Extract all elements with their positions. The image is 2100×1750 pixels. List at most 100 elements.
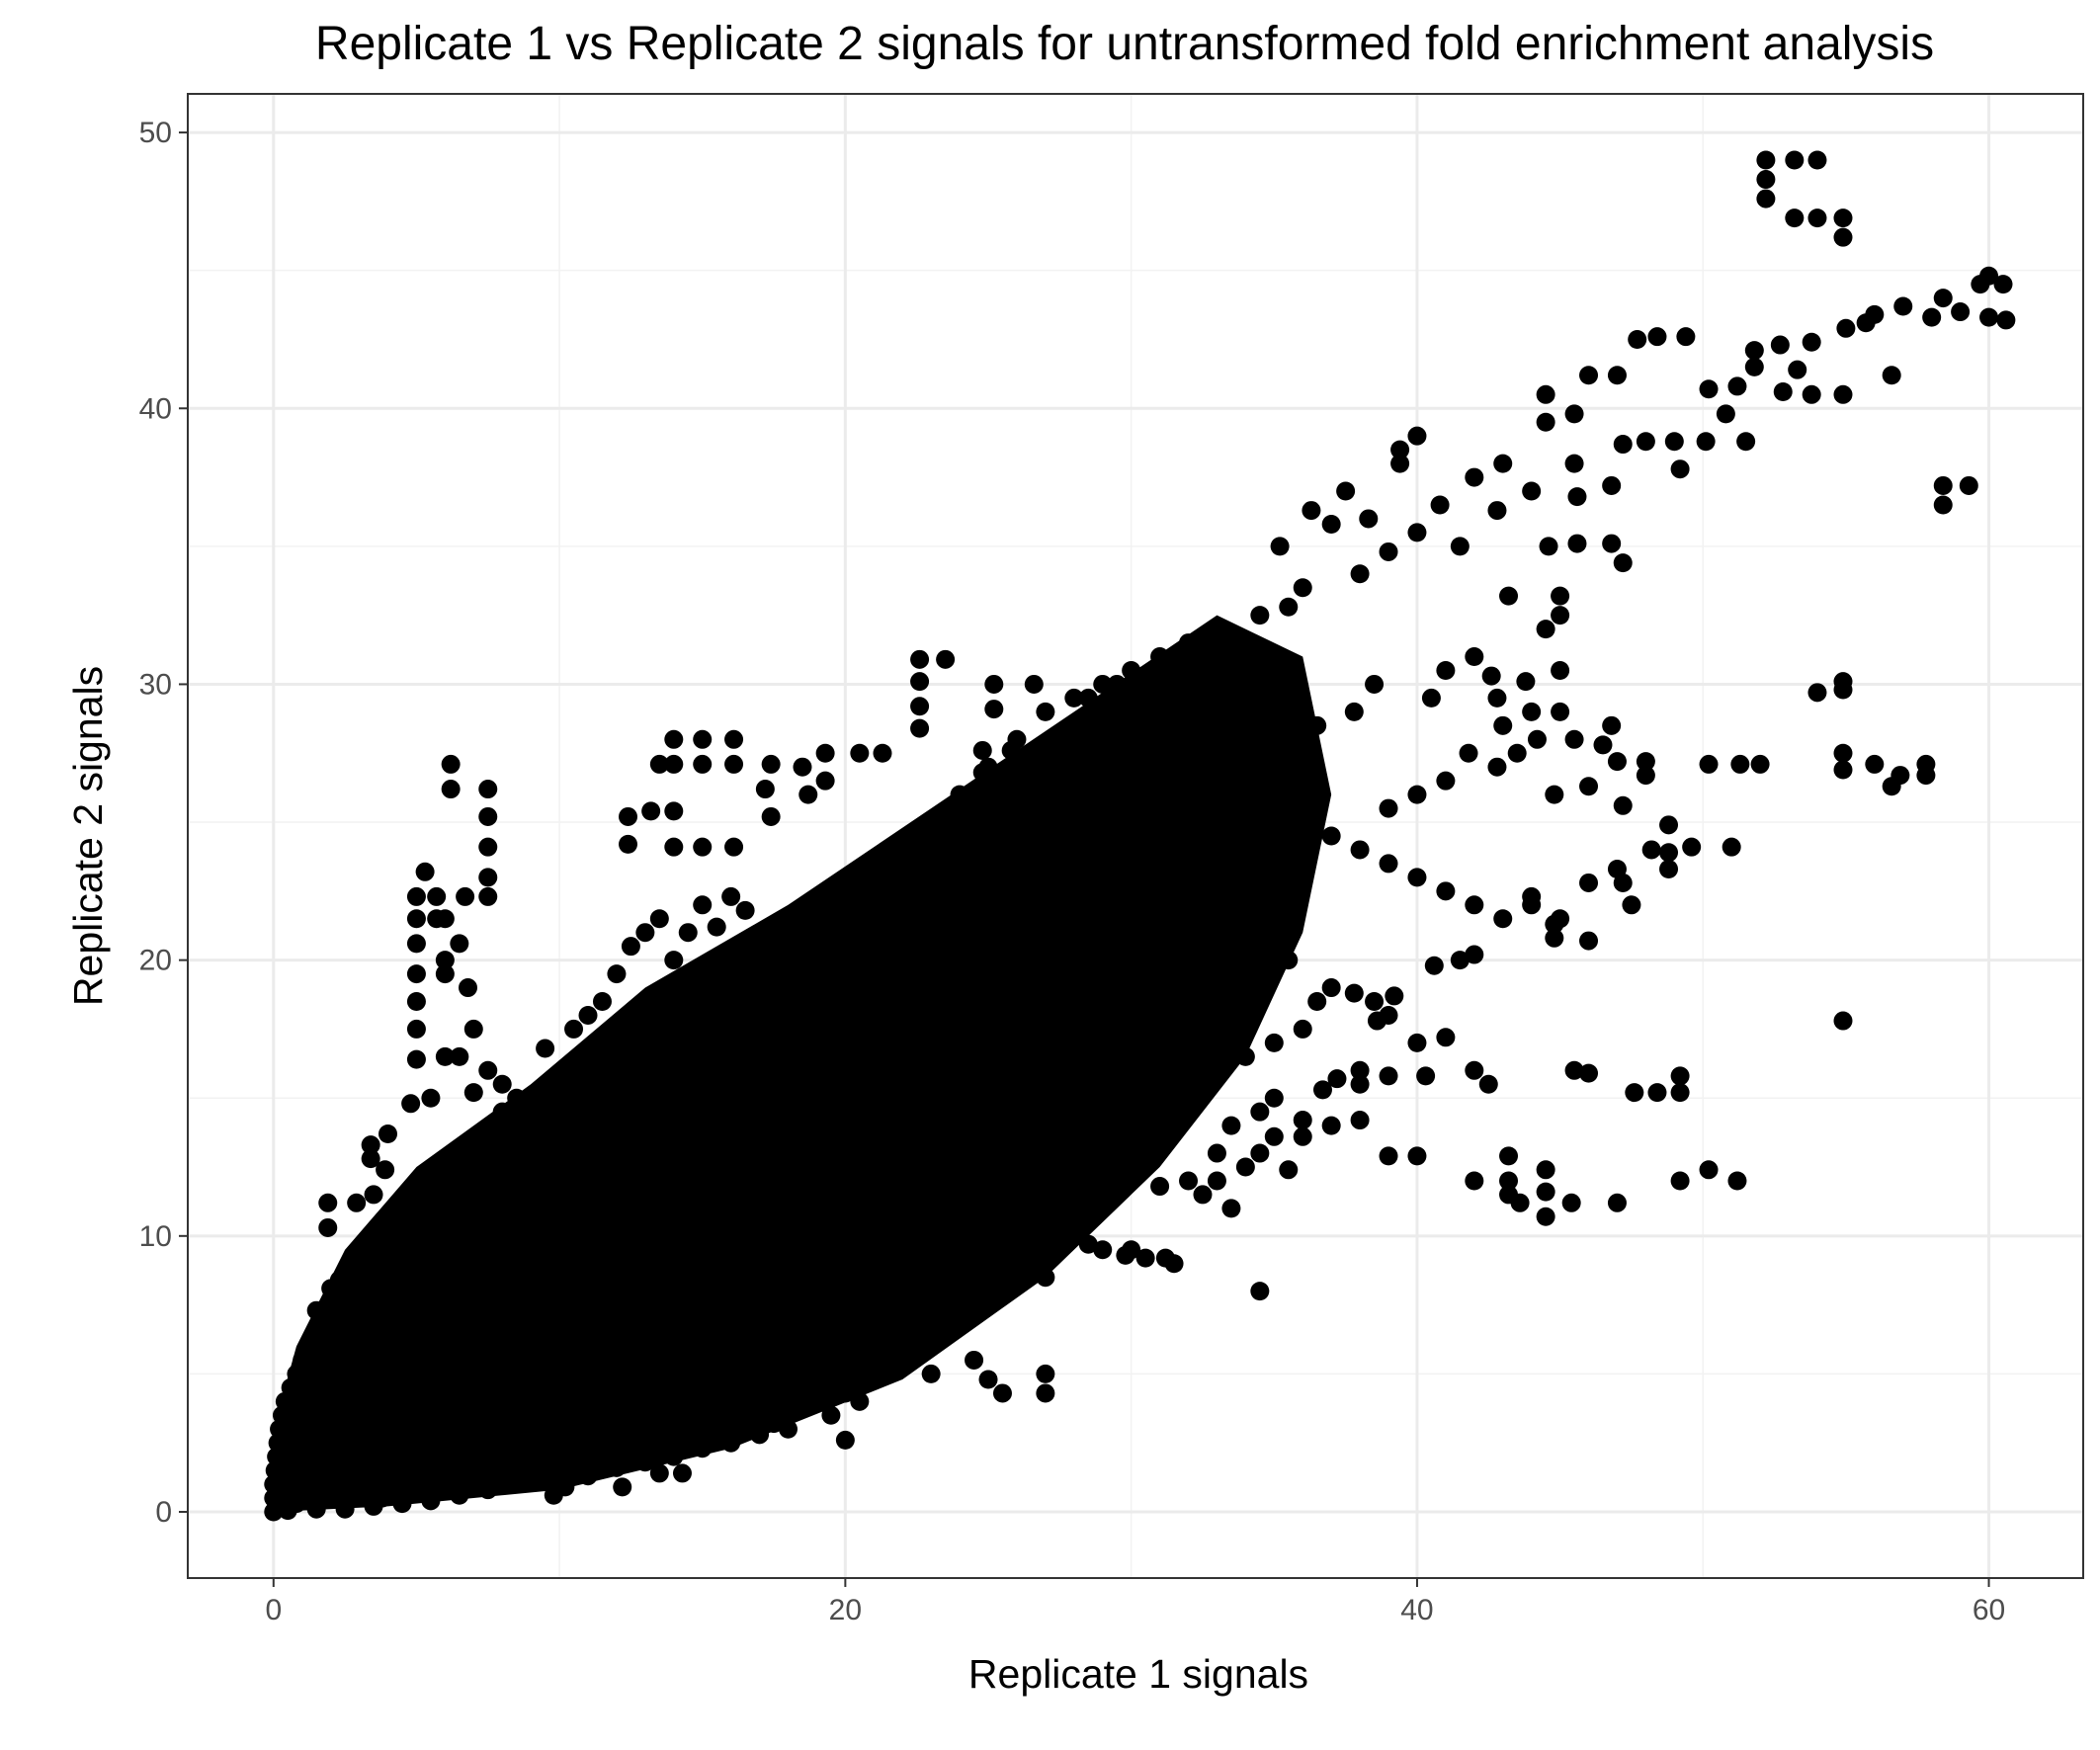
data-point	[1084, 777, 1104, 796]
data-point	[329, 1270, 349, 1290]
data-point	[1613, 553, 1633, 573]
data-point	[761, 806, 781, 826]
data-point	[984, 700, 1004, 719]
data-point	[492, 1466, 512, 1486]
data-point	[1207, 620, 1226, 639]
data-point	[1465, 945, 1484, 964]
data-point	[1499, 1146, 1519, 1166]
data-point	[664, 837, 684, 857]
data-point	[1207, 1143, 1226, 1163]
data-point	[793, 1397, 812, 1417]
data-point	[1716, 404, 1735, 424]
data-point	[1122, 1171, 1141, 1191]
data-point	[1756, 150, 1776, 170]
data-point	[1933, 495, 1953, 515]
data-point	[1536, 1207, 1555, 1226]
data-point	[1078, 1199, 1098, 1218]
x-tick-label: 40	[1400, 1594, 1433, 1626]
data-point	[1478, 1074, 1498, 1094]
data-point	[1636, 432, 1655, 452]
data-point	[1756, 170, 1776, 190]
data-point	[678, 923, 698, 943]
data-point	[1107, 674, 1127, 694]
data-point	[463, 1083, 483, 1103]
data-point	[1016, 771, 1036, 791]
data-point	[1436, 1028, 1456, 1047]
data-point	[521, 1102, 541, 1122]
data-point	[892, 840, 912, 860]
data-point	[1744, 341, 1764, 361]
data-point	[821, 1405, 841, 1425]
data-point	[1727, 1171, 1747, 1191]
data-point	[1493, 454, 1513, 473]
data-point	[378, 1125, 398, 1144]
data-point	[592, 992, 612, 1012]
data-point	[672, 1463, 692, 1483]
data-point	[1365, 992, 1385, 1012]
data-point	[1264, 1126, 1284, 1146]
data-point	[1312, 1080, 1332, 1100]
data-point	[1607, 1193, 1627, 1212]
data-point	[298, 1491, 318, 1511]
data-point	[521, 1157, 541, 1177]
data-point	[306, 1300, 326, 1320]
data-point	[421, 1088, 441, 1108]
data-point	[1093, 1102, 1113, 1122]
data-point	[693, 1439, 713, 1458]
data-point	[1564, 729, 1584, 749]
data-point	[755, 780, 775, 799]
data-point	[1235, 1157, 1255, 1177]
data-point	[1536, 1182, 1555, 1202]
data-point	[1465, 895, 1484, 915]
chart-title: Replicate 1 vs Replicate 2 signals for u…	[315, 18, 1934, 70]
data-point	[1421, 688, 1441, 708]
data-point	[1613, 795, 1633, 815]
data-point	[347, 1193, 367, 1212]
data-point	[373, 1488, 392, 1508]
data-point	[649, 1416, 669, 1436]
data-point	[1625, 1083, 1644, 1103]
data-point	[1773, 382, 1793, 402]
data-point	[1750, 754, 1770, 774]
data-point	[555, 1477, 575, 1497]
data-point	[1487, 688, 1507, 708]
data-point	[1465, 647, 1484, 667]
data-point	[707, 1405, 726, 1425]
data-point	[1036, 1268, 1055, 1288]
data-point	[315, 1485, 335, 1505]
data-point	[635, 923, 655, 943]
data-point	[1670, 1171, 1690, 1191]
data-point	[1836, 318, 1856, 338]
data-point	[1536, 384, 1555, 404]
data-point	[1293, 1019, 1312, 1039]
data-point	[815, 771, 835, 791]
data-point	[1321, 1116, 1341, 1135]
data-point	[1551, 586, 1570, 606]
data-point	[607, 1458, 627, 1477]
data-point	[1279, 951, 1299, 970]
data-point	[478, 806, 498, 826]
data-point	[1499, 1171, 1519, 1191]
data-point	[1379, 798, 1398, 818]
data-point	[415, 862, 435, 881]
data-point	[1465, 1171, 1484, 1191]
data-point	[641, 801, 661, 821]
data-point	[1150, 1074, 1170, 1094]
data-point	[1628, 329, 1647, 349]
data-point	[463, 1019, 483, 1039]
data-point	[406, 934, 426, 954]
data-point	[478, 886, 498, 906]
data-point	[693, 895, 713, 915]
data-point	[492, 1074, 512, 1094]
data-point	[864, 1364, 883, 1383]
data-point	[1602, 534, 1622, 553]
data-point	[1390, 454, 1410, 473]
data-point	[1659, 843, 1679, 863]
data-point	[693, 754, 713, 774]
data-point	[1465, 467, 1484, 487]
data-point	[1078, 1234, 1098, 1254]
data-point	[793, 757, 812, 777]
data-point	[1235, 1046, 1255, 1066]
data-point	[835, 1383, 855, 1403]
data-point	[1221, 1116, 1241, 1135]
